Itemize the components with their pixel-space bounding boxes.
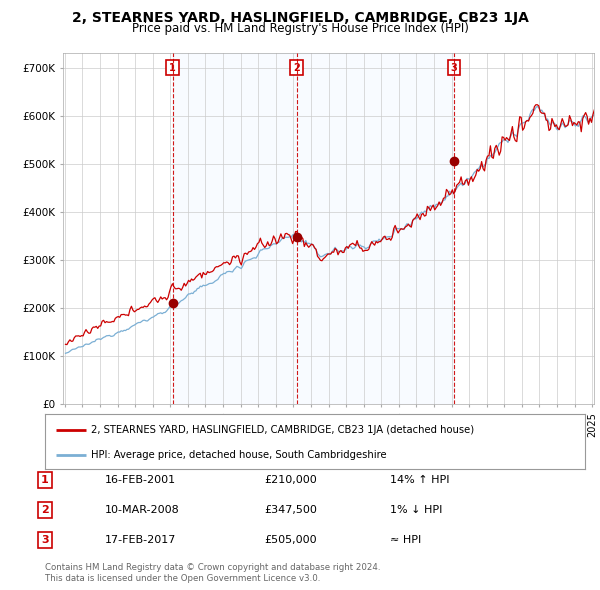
Text: HPI: Average price, detached house, South Cambridgeshire: HPI: Average price, detached house, Sout… — [91, 450, 386, 460]
Text: £505,000: £505,000 — [264, 535, 317, 545]
Text: 2: 2 — [293, 63, 300, 73]
Text: 2: 2 — [41, 505, 49, 515]
Text: Contains HM Land Registry data © Crown copyright and database right 2024.: Contains HM Land Registry data © Crown c… — [45, 563, 380, 572]
Text: This data is licensed under the Open Government Licence v3.0.: This data is licensed under the Open Gov… — [45, 573, 320, 583]
Text: 2, STEARNES YARD, HASLINGFIELD, CAMBRIDGE, CB23 1JA (detached house): 2, STEARNES YARD, HASLINGFIELD, CAMBRIDG… — [91, 425, 474, 435]
Text: 10-MAR-2008: 10-MAR-2008 — [105, 505, 180, 515]
Text: 2, STEARNES YARD, HASLINGFIELD, CAMBRIDGE, CB23 1JA: 2, STEARNES YARD, HASLINGFIELD, CAMBRIDG… — [71, 11, 529, 25]
Text: 1% ↓ HPI: 1% ↓ HPI — [390, 505, 442, 515]
Text: £347,500: £347,500 — [264, 505, 317, 515]
Text: £210,000: £210,000 — [264, 475, 317, 485]
Text: Price paid vs. HM Land Registry's House Price Index (HPI): Price paid vs. HM Land Registry's House … — [131, 22, 469, 35]
Text: 17-FEB-2017: 17-FEB-2017 — [105, 535, 176, 545]
Text: 1: 1 — [41, 475, 49, 485]
Text: 3: 3 — [451, 63, 457, 73]
Text: 16-FEB-2001: 16-FEB-2001 — [105, 475, 176, 485]
Text: 14% ↑ HPI: 14% ↑ HPI — [390, 475, 449, 485]
Text: 3: 3 — [41, 535, 49, 545]
Text: ≈ HPI: ≈ HPI — [390, 535, 421, 545]
Text: 1: 1 — [169, 63, 176, 73]
Bar — [173, 53, 454, 404]
